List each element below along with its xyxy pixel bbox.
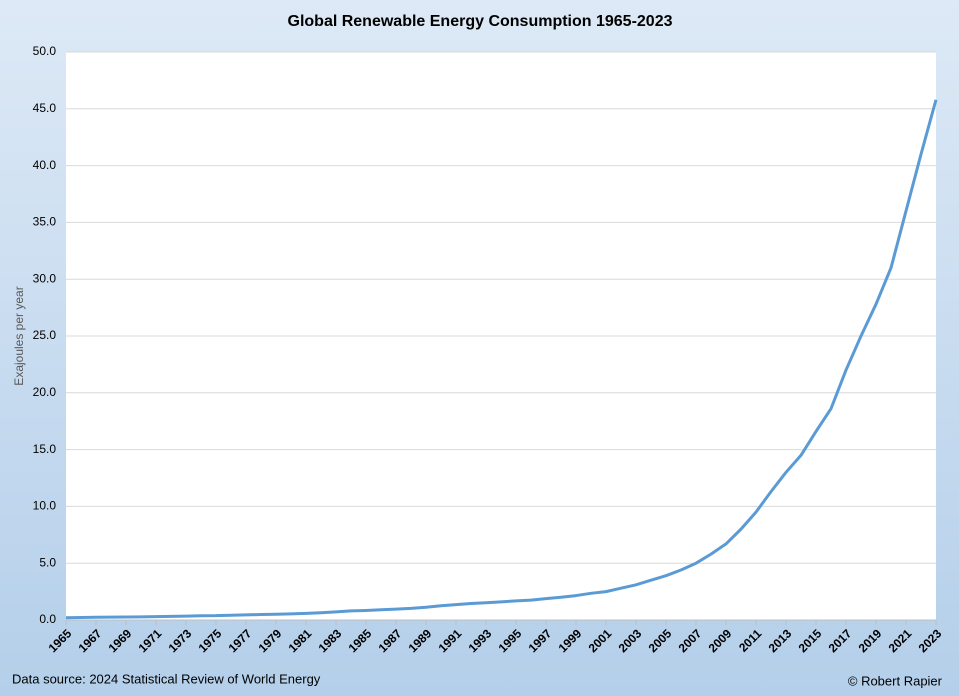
y-tick-label: 0.0	[39, 612, 56, 626]
y-tick-label: 25.0	[33, 328, 57, 342]
data-line	[65, 99, 938, 620]
y-tick-label: 10.0	[33, 499, 57, 513]
y-tick-label: 30.0	[33, 271, 57, 285]
y-tick-label: 20.0	[33, 385, 57, 399]
y-tick-label: 50.0	[33, 44, 57, 58]
credit: © Robert Rapier	[848, 673, 943, 688]
y-axis-label: Exajoules per year	[12, 286, 26, 385]
chart-title: Global Renewable Energy Consumption 1965…	[288, 13, 673, 30]
y-tick-label: 15.0	[33, 442, 57, 456]
y-tick-label: 5.0	[39, 555, 56, 569]
y-tick-label: 45.0	[33, 101, 57, 115]
y-tick-label: 40.0	[33, 158, 57, 172]
source-note: Data source: 2024 Statistical Review of …	[12, 671, 321, 686]
y-tick-label: 35.0	[33, 215, 57, 229]
